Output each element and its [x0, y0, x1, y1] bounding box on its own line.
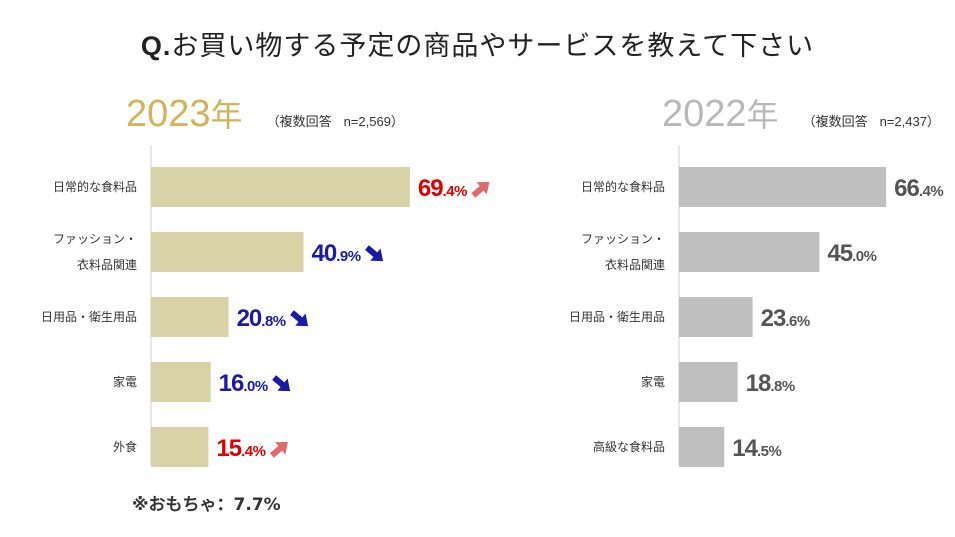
page-title: Q.お買い物する予定の商品やサービスを教えて下さい — [0, 24, 955, 63]
data-label-decimal: .8% — [261, 313, 286, 330]
bar-2 — [151, 297, 229, 337]
category-label-line: 日常的な食料品 — [581, 179, 665, 194]
data-label-decimal: .4% — [443, 183, 468, 200]
bar-4 — [679, 427, 725, 467]
year-header-2023: 2023 年 （複数回答 n=2,569） — [126, 90, 404, 136]
data-label-decimal: .5% — [757, 443, 782, 460]
year-header-2022: 2022 年 （複数回答 n=2,437） — [662, 90, 940, 136]
category-label-line: ファッション・ — [581, 232, 665, 246]
bar-3 — [151, 362, 211, 402]
arrow-down-right-icon — [272, 375, 291, 392]
category-label: 高級な食料品 — [593, 439, 665, 454]
category-label-line: ファッション・ — [53, 232, 137, 246]
year-number-2022: 2022 — [662, 93, 747, 135]
category-label: 家電 — [641, 374, 665, 389]
year-suffix-2022: 年 — [746, 96, 779, 134]
bar-chart-2023: 日常的な食料品 69.4%ファッション・衣料品関連 40.9%日用品・衛生用品 20.… — [41, 145, 490, 467]
data-label-int: 23 — [761, 305, 786, 332]
data-label: 69.4% — [418, 175, 467, 202]
bar-2 — [679, 297, 753, 337]
data-label: 66.4% — [894, 175, 943, 202]
bar-1 — [151, 232, 304, 272]
sample-size-2023: n=2,569） — [343, 114, 404, 129]
category-label-line: 外食 — [113, 439, 137, 454]
data-label: 45.0% — [827, 240, 876, 267]
data-label-decimal: .6% — [785, 313, 810, 330]
year-suffix-2023: 年 — [210, 96, 243, 134]
data-label-int: 16 — [219, 370, 244, 397]
bar-0 — [679, 167, 887, 207]
bar-4 — [151, 427, 209, 467]
data-label: 15.4% — [216, 435, 265, 462]
data-label-int: 40 — [312, 240, 337, 267]
question-text: お買い物する予定の商品やサービスを教えて下さい — [171, 31, 815, 62]
data-label-decimal: .9% — [336, 248, 361, 265]
data-label: 16.0% — [219, 370, 268, 397]
arrow-up-right-icon — [471, 181, 490, 198]
answer-type-2022: （複数回答 — [802, 115, 868, 130]
sample-note-2023: （複数回答 n=2,569） — [267, 111, 404, 130]
data-label: 23.6% — [761, 305, 810, 332]
bar-0 — [151, 167, 410, 207]
data-label-decimal: .4% — [919, 183, 944, 200]
category-label: ファッション・衣料品関連 — [53, 232, 137, 272]
category-label: 日常的な食料品 — [53, 179, 137, 194]
category-label-line: 日常的な食料品 — [53, 179, 137, 194]
category-label: 日用品・衛生用品 — [569, 310, 665, 324]
answer-type-2023: （複数回答 — [266, 115, 332, 130]
category-label-line: 日用品・衛生用品 — [569, 310, 665, 324]
arrow-down-right-icon — [365, 245, 384, 262]
data-label-int: 15 — [216, 435, 241, 462]
data-label: 14.5% — [732, 435, 781, 462]
data-label-int: 18 — [746, 370, 771, 397]
data-label: 18.8% — [746, 370, 795, 397]
category-label: ファッション・衣料品関連 — [581, 232, 665, 272]
question-prefix: Q. — [140, 31, 172, 61]
year-number-2023: 2023 — [126, 93, 211, 135]
sample-size-2022: n=2,437） — [879, 114, 940, 129]
data-label-decimal: .0% — [852, 248, 877, 265]
data-label-int: 45 — [827, 240, 852, 267]
category-label: 外食 — [113, 439, 137, 454]
bar-3 — [679, 362, 738, 402]
category-label: 日常的な食料品 — [581, 179, 665, 194]
arrow-down-right-icon — [290, 310, 309, 327]
category-label-line: 高級な食料品 — [593, 439, 665, 454]
bar-chart-2022: 日常的な食料品 66.4% ファッション・衣料品関連 45.0% 日用品・衛生用品 23.… — [569, 145, 944, 467]
data-label-int: 14 — [732, 435, 758, 462]
data-label-int: 66 — [894, 175, 919, 202]
footnote: ※おもちゃ：7.7% — [132, 495, 281, 515]
data-label: 20.8% — [237, 305, 286, 332]
category-label-line: 日用品・衛生用品 — [41, 310, 137, 324]
category-label-line: 衣料品関連 — [77, 257, 137, 272]
data-label-int: 69 — [418, 175, 443, 202]
category-label-line: 衣料品関連 — [605, 257, 665, 272]
sample-note-2022: （複数回答 n=2,437） — [803, 111, 940, 130]
data-label-decimal: .0% — [243, 378, 268, 395]
arrow-up-right-icon — [269, 441, 288, 458]
data-label: 40.9% — [312, 240, 361, 267]
data-label-decimal: .4% — [241, 443, 266, 460]
data-label-int: 20 — [237, 305, 262, 332]
category-label-line: 家電 — [113, 374, 137, 389]
data-label-decimal: .8% — [770, 378, 795, 395]
category-label: 日用品・衛生用品 — [41, 310, 137, 324]
category-label-line: 家電 — [641, 374, 665, 389]
bar-1 — [679, 232, 820, 272]
category-label: 家電 — [113, 374, 137, 389]
